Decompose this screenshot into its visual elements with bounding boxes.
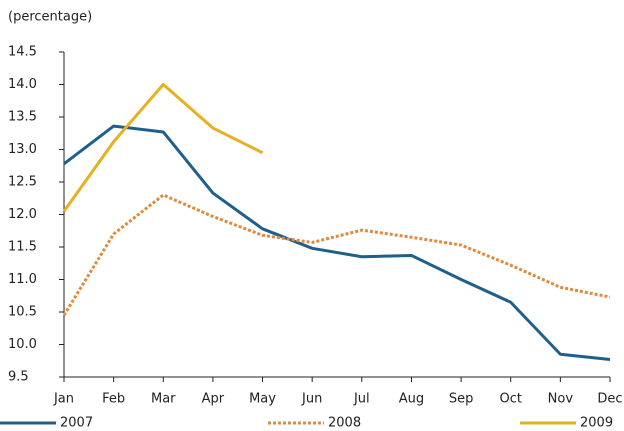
y-tick-label: 13.0	[8, 142, 37, 157]
x-tick-label: Apr	[202, 392, 225, 407]
x-tick-label: Nov	[548, 392, 574, 407]
y-tick-label: 12.5	[8, 175, 37, 190]
x-tick-label: Sep	[449, 392, 474, 407]
y-tick-label: 12.0	[8, 207, 37, 222]
y-tick-label: 14.5	[8, 45, 37, 60]
y-tick-label: 14.0	[8, 77, 37, 92]
line-series	[62, 83, 264, 213]
y-tick-label: 11.0	[8, 272, 37, 287]
x-tick-label: Jun	[301, 392, 322, 407]
y-tick-label: 10.5	[8, 305, 37, 320]
legend-label: 2008	[328, 416, 361, 431]
x-tick-label: May	[249, 392, 276, 407]
line-series	[62, 193, 611, 317]
y-axis-label: (percentage)	[8, 10, 92, 25]
x-tick-label: Aug	[399, 392, 424, 407]
x-tick-label: Dec	[597, 392, 622, 407]
y-tick-label: 9.5	[8, 370, 29, 385]
x-tick-label: Jul	[353, 392, 370, 407]
y-tick-label: 10.0	[8, 337, 37, 352]
legend-label: 2007	[60, 416, 93, 431]
line-series	[63, 124, 611, 361]
y-tick-label: 13.5	[8, 110, 37, 125]
y-tick-label: 11.5	[8, 240, 37, 255]
x-tick-label: Mar	[151, 392, 176, 407]
x-tick-label: Oct	[499, 392, 521, 407]
legend-label: 2009	[580, 416, 613, 431]
x-tick-label: Feb	[102, 392, 125, 407]
x-tick-label: Jan	[53, 392, 74, 407]
